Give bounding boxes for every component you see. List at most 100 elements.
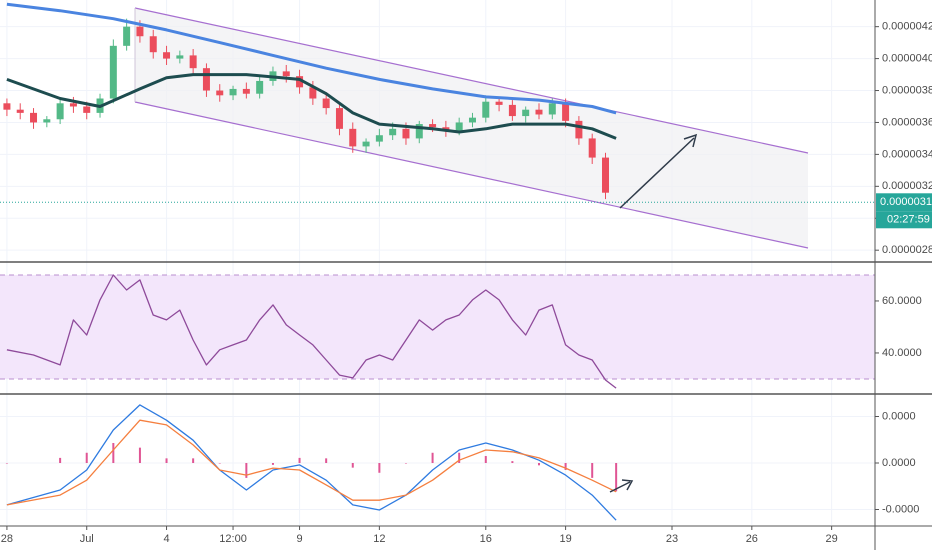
x-tick-label: 9 [296, 533, 302, 545]
histogram-bar [615, 463, 618, 492]
line-series [6, 274, 617, 389]
x-tick-label: 28 [1, 533, 13, 545]
candle-body [43, 119, 51, 123]
price-arrow [619, 137, 695, 209]
candle-body [415, 124, 423, 139]
histogram-bar [218, 463, 221, 464]
candle-body [109, 45, 117, 99]
histogram-bar [564, 463, 567, 470]
candle-body [3, 103, 11, 110]
candle-body [375, 135, 383, 142]
countdown-box [876, 211, 932, 229]
candle-body [482, 101, 490, 118]
candle-body [83, 106, 91, 113]
y-tick-label: 0.0000 [882, 457, 916, 469]
candle-body [562, 103, 570, 121]
histogram-bar [404, 463, 407, 464]
histogram-bar [378, 463, 381, 473]
candle-body [16, 109, 24, 113]
candle-body [455, 122, 463, 131]
macd-arrow-head [621, 479, 634, 491]
histogram-bar [484, 456, 487, 463]
candle-body [429, 124, 437, 128]
histogram-bar [245, 463, 248, 478]
candle-body [495, 101, 503, 105]
candle-body [468, 117, 476, 123]
y-tick-label: -0.0000 [882, 503, 919, 515]
histogram-bar [112, 443, 115, 463]
candle-body [322, 98, 330, 109]
histogram-bar [192, 458, 195, 463]
histogram-bar [537, 463, 540, 466]
candle-body [602, 157, 610, 193]
channel-upper [134, 7, 809, 154]
candle-body [335, 108, 343, 129]
x-tick-label: 19 [559, 533, 571, 545]
histogram-bar [591, 463, 594, 478]
y-tick-label: 60.0000 [882, 295, 922, 307]
price-arrow-head [683, 133, 698, 148]
candle-body [256, 80, 264, 94]
histogram-bar [59, 457, 62, 463]
candle-body [30, 112, 38, 123]
candle-body [522, 109, 530, 117]
x-tick-label: 23 [666, 533, 678, 545]
y-tick-label: 0.00000280 [882, 244, 932, 256]
candle-body [588, 138, 596, 158]
candle-body [282, 71, 290, 77]
histogram-bar [138, 447, 141, 463]
candle-body [548, 103, 556, 115]
candle-body [309, 87, 317, 99]
candle-body [136, 26, 144, 37]
histogram-bar [5, 463, 8, 464]
macd-arrow [609, 481, 631, 493]
candle-body [402, 128, 410, 139]
histogram-bar [431, 452, 434, 463]
x-tick-label: 12:00 [219, 533, 247, 545]
last-price-box [876, 193, 932, 212]
candle-body [389, 128, 397, 136]
histogram-bar [511, 461, 514, 463]
candle-body [123, 26, 131, 46]
candle-body [242, 88, 250, 94]
candle-body [575, 120, 583, 139]
line-series [6, 2, 617, 115]
histogram-bar [298, 457, 301, 463]
candle-body [349, 128, 357, 147]
candle-body [69, 103, 77, 107]
x-tick-label: 26 [746, 533, 758, 545]
candle-body [229, 88, 237, 96]
histogram-bar [165, 458, 168, 463]
y-tick-label: 40.0000 [882, 347, 922, 359]
x-tick-label: 29 [826, 533, 838, 545]
histogram-bar [271, 463, 274, 465]
marks-layer [0, 2, 875, 521]
countdown-label: 02:27:59 [887, 214, 930, 226]
x-tick-label: 4 [163, 533, 169, 545]
channel-fill [135, 8, 808, 248]
candle-body [149, 36, 157, 53]
candle-body [202, 68, 210, 91]
line-series [6, 419, 617, 506]
histogram-bar [85, 452, 88, 463]
line-series [6, 73, 617, 140]
candle-body [163, 52, 171, 59]
candle-body [176, 55, 184, 59]
candle-body [296, 76, 304, 88]
candle-body [535, 109, 543, 115]
y-tick-label: 0.0000 [882, 410, 916, 422]
candle-body [189, 55, 197, 69]
histogram-bar [458, 452, 461, 463]
candle-body [362, 141, 370, 147]
candle-body [216, 90, 224, 96]
x-tick-label: 12 [373, 533, 385, 545]
x-tick-label: 16 [480, 533, 492, 545]
histogram-bar [351, 463, 354, 468]
